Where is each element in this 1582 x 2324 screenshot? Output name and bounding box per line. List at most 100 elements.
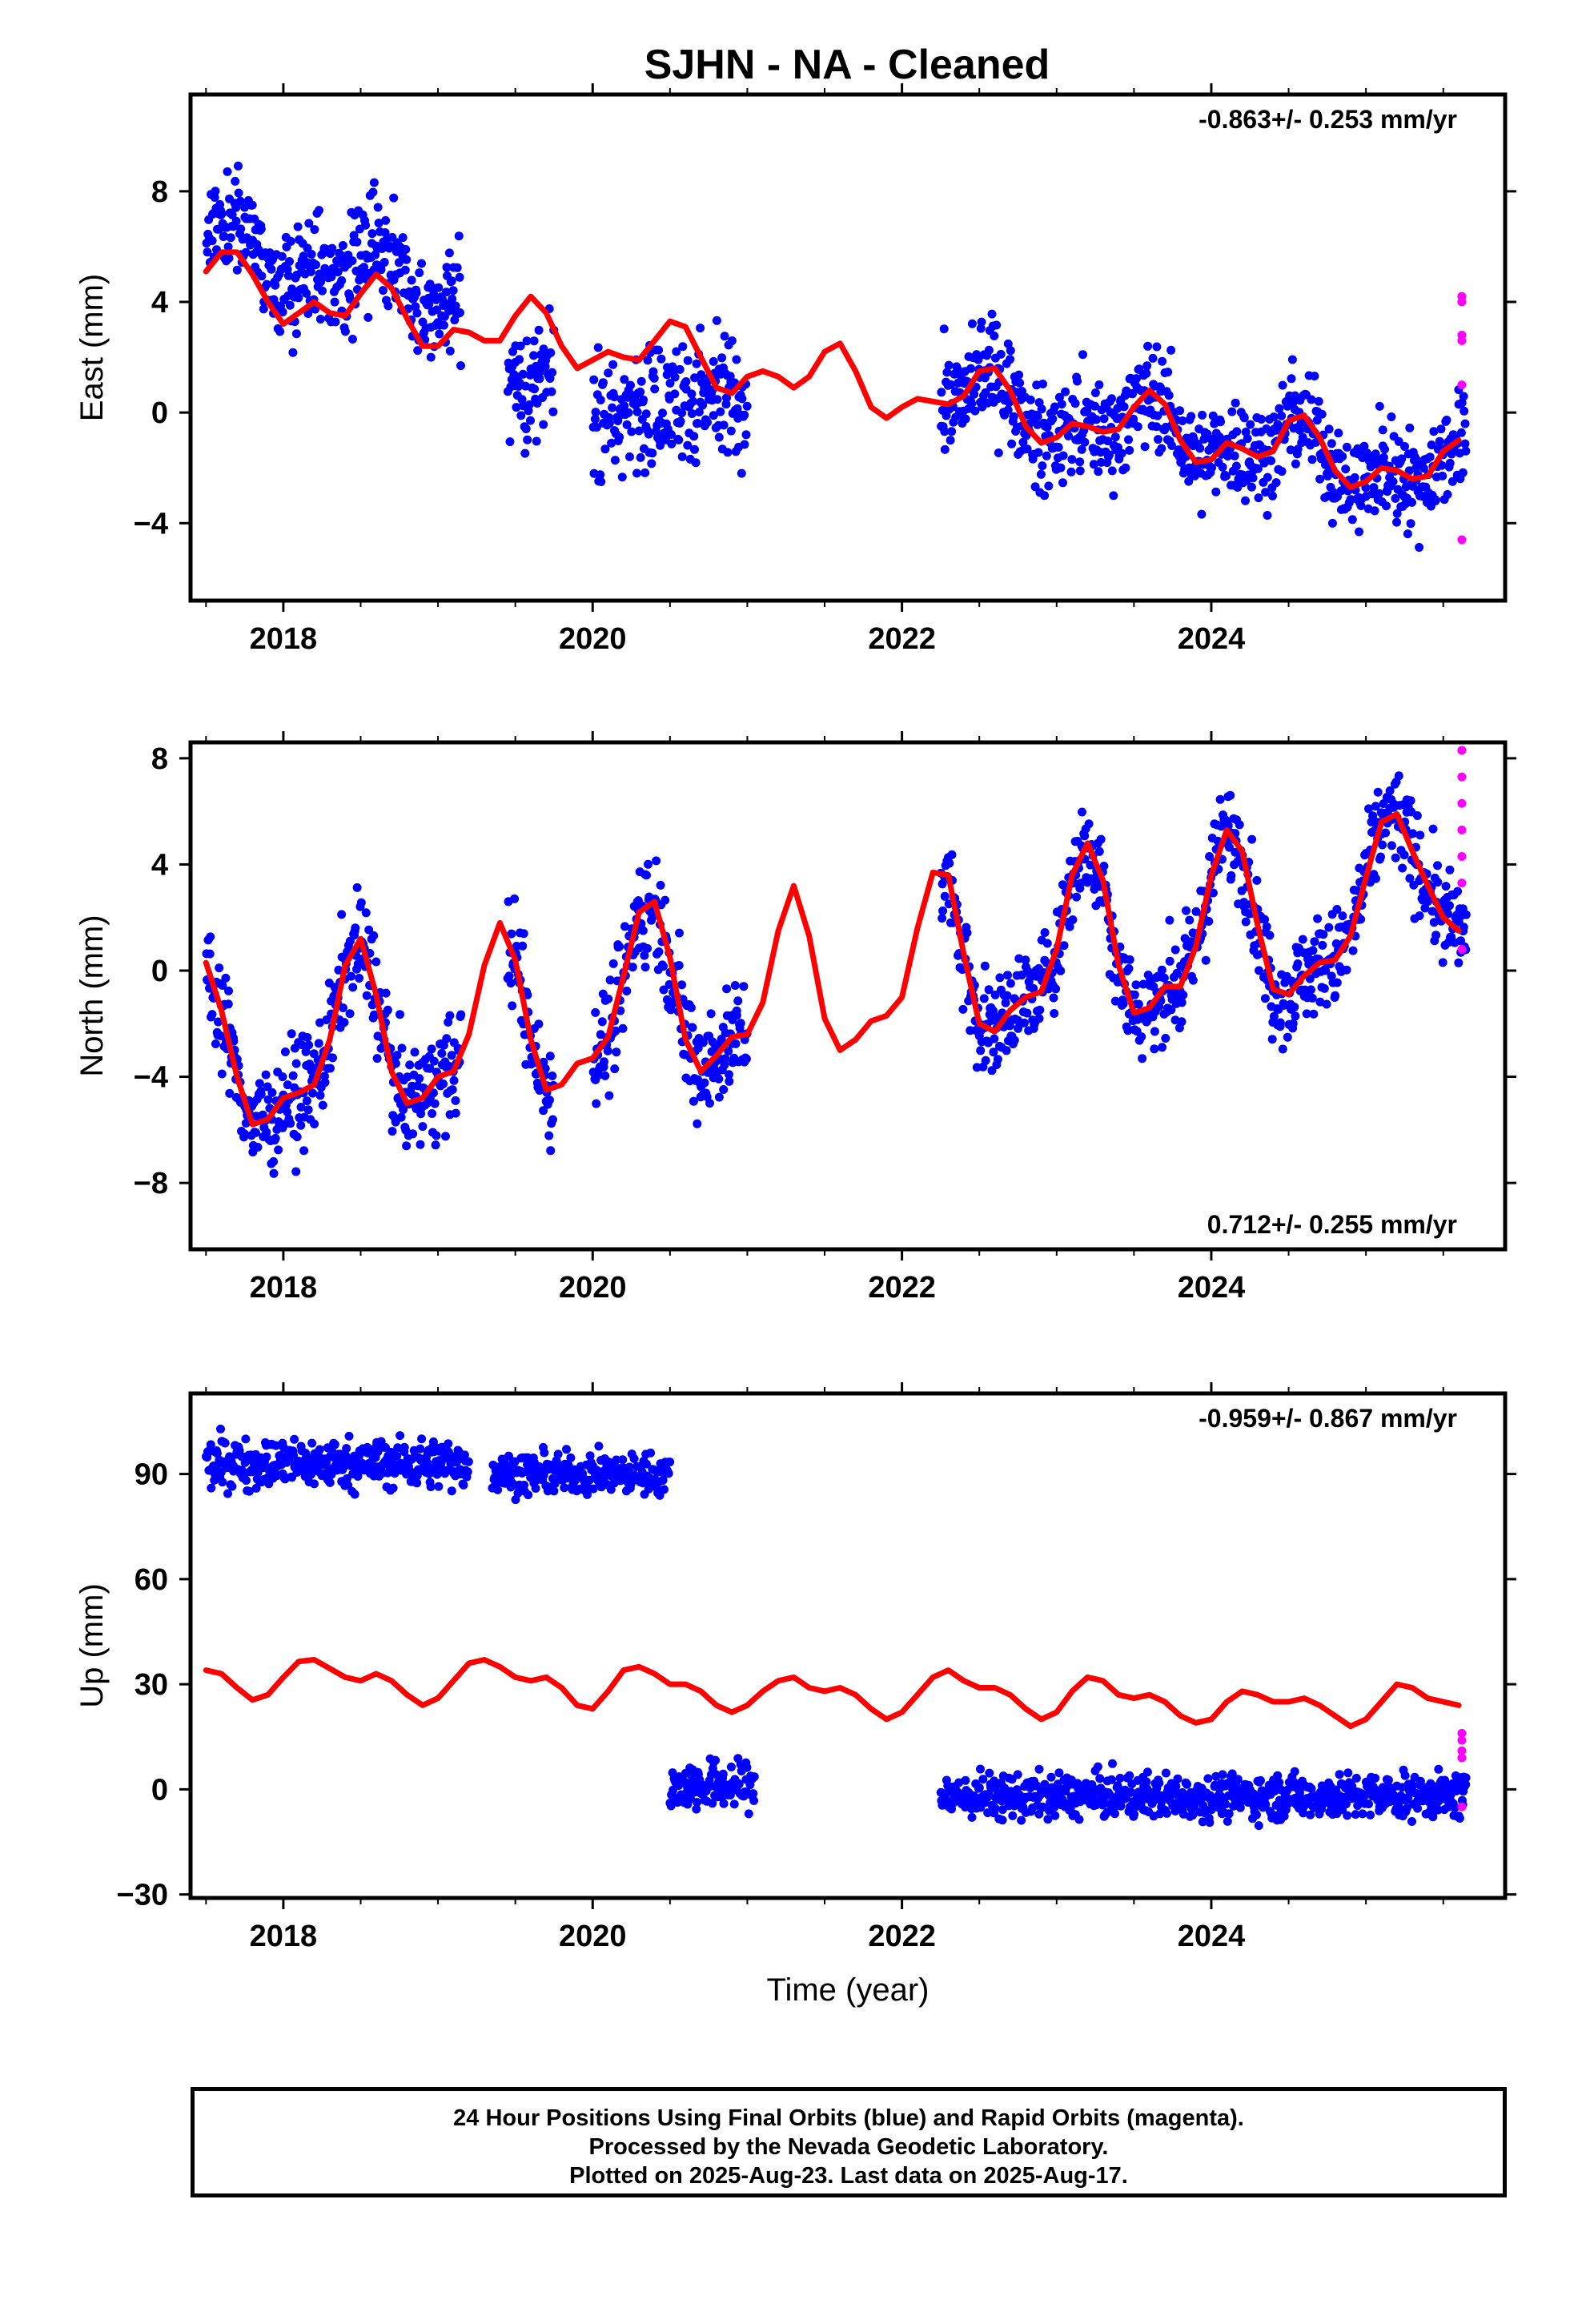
data-point bbox=[1456, 428, 1466, 437]
data-point bbox=[620, 401, 629, 411]
data-point bbox=[372, 1054, 382, 1063]
data-point bbox=[315, 1445, 324, 1454]
data-point bbox=[426, 352, 436, 362]
data-point bbox=[493, 1485, 503, 1494]
data-point bbox=[1080, 437, 1090, 447]
data-point bbox=[562, 1445, 571, 1454]
data-point bbox=[1223, 1816, 1232, 1826]
data-point bbox=[677, 408, 687, 418]
data-point bbox=[1072, 892, 1082, 902]
data-point bbox=[1445, 901, 1454, 911]
data-point bbox=[648, 367, 658, 376]
data-point bbox=[1257, 415, 1266, 424]
data-point bbox=[342, 1444, 351, 1454]
data-point bbox=[624, 1462, 634, 1472]
data-point bbox=[976, 1046, 986, 1055]
data-point bbox=[1218, 1770, 1227, 1779]
data-point bbox=[347, 971, 355, 981]
data-point bbox=[610, 456, 620, 465]
data-point bbox=[548, 1115, 557, 1124]
data-point bbox=[634, 426, 644, 436]
data-point bbox=[448, 294, 457, 304]
data-point bbox=[400, 1442, 409, 1452]
data-point bbox=[641, 1459, 651, 1469]
data-point bbox=[659, 962, 669, 971]
data-point bbox=[303, 1033, 312, 1042]
data-point bbox=[588, 1484, 598, 1494]
data-point bbox=[731, 1039, 741, 1048]
data-point bbox=[641, 409, 651, 419]
data-point bbox=[234, 188, 243, 198]
data-point bbox=[693, 419, 702, 428]
data-point bbox=[505, 437, 515, 447]
data-point bbox=[677, 980, 687, 990]
data-point bbox=[987, 1066, 997, 1076]
data-point bbox=[431, 1140, 440, 1150]
data-point bbox=[1125, 445, 1134, 455]
data-point bbox=[439, 1080, 448, 1088]
data-point bbox=[608, 360, 618, 369]
data-point bbox=[1225, 842, 1234, 852]
data-point bbox=[1207, 463, 1216, 472]
data-point bbox=[1201, 1805, 1210, 1814]
data-point bbox=[220, 1438, 230, 1448]
data-point bbox=[550, 1479, 560, 1489]
data-point bbox=[1364, 1799, 1373, 1809]
rapid-point bbox=[1457, 336, 1467, 345]
data-point bbox=[1241, 496, 1250, 505]
data-point bbox=[1407, 1781, 1417, 1791]
data-point bbox=[654, 947, 664, 956]
data-point bbox=[396, 1010, 404, 1019]
data-point bbox=[604, 1091, 614, 1100]
data-point bbox=[749, 1789, 758, 1799]
data-point bbox=[216, 1424, 225, 1433]
data-point bbox=[1310, 372, 1319, 381]
data-point bbox=[1042, 451, 1051, 460]
rapid-point bbox=[1457, 772, 1467, 782]
data-point bbox=[328, 1053, 337, 1063]
data-point bbox=[1157, 965, 1166, 975]
data-point bbox=[380, 228, 390, 237]
data-point bbox=[534, 1019, 544, 1029]
panel-1: 2018 2020 2022 2024 −8 −4 0 4 8 North (mm) 0.712+/… bbox=[74, 731, 1516, 1305]
data-point bbox=[437, 1048, 447, 1058]
data-point bbox=[236, 224, 246, 234]
data-point bbox=[974, 1783, 984, 1792]
data-point bbox=[240, 203, 249, 212]
data-point bbox=[401, 245, 411, 254]
data-point bbox=[1094, 467, 1103, 476]
data-point bbox=[597, 1017, 607, 1027]
data-point bbox=[1322, 999, 1331, 1009]
data-point bbox=[1460, 419, 1470, 428]
data-point bbox=[1048, 414, 1058, 424]
data-point bbox=[207, 1010, 217, 1019]
data-point bbox=[989, 1047, 998, 1057]
data-point bbox=[983, 1808, 993, 1818]
data-point bbox=[611, 1026, 620, 1035]
data-point bbox=[674, 961, 684, 970]
data-point bbox=[1376, 852, 1385, 862]
data-point bbox=[1461, 1779, 1471, 1789]
data-point bbox=[521, 424, 531, 433]
rapid-orbit-points bbox=[1457, 1728, 1467, 1811]
data-point bbox=[638, 926, 648, 935]
data-point bbox=[259, 304, 268, 314]
data-point bbox=[1050, 1009, 1059, 1018]
panels: 2018 2020 2022 2024 −4 0 4 8 East (mm) -0.863+/- … bbox=[74, 83, 1516, 2008]
data-point bbox=[1170, 1807, 1180, 1815]
data-point bbox=[1235, 820, 1244, 830]
data-point bbox=[288, 1071, 298, 1080]
data-point bbox=[718, 1769, 728, 1779]
data-point bbox=[219, 231, 229, 241]
data-point bbox=[1427, 907, 1437, 916]
data-point bbox=[712, 316, 721, 325]
data-point bbox=[398, 233, 408, 243]
data-point bbox=[1287, 374, 1296, 384]
data-point bbox=[1312, 416, 1322, 425]
data-point bbox=[386, 242, 396, 251]
data-point bbox=[451, 301, 460, 311]
data-point bbox=[1227, 870, 1236, 880]
data-point bbox=[1445, 865, 1455, 875]
data-point bbox=[518, 941, 528, 951]
data-point bbox=[643, 356, 652, 365]
